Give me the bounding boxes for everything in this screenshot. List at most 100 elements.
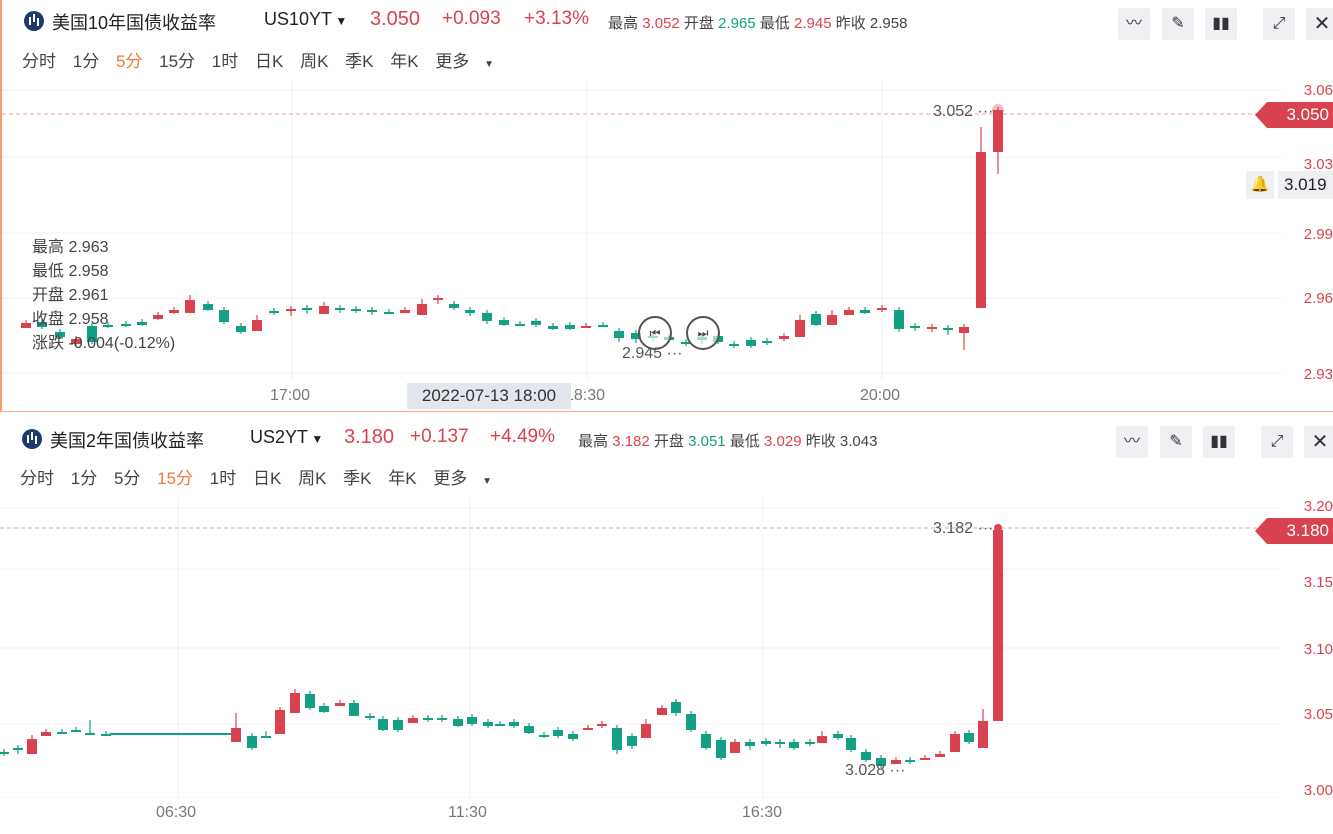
candle-body bbox=[716, 740, 726, 758]
candle-body bbox=[891, 760, 901, 764]
candle-body bbox=[319, 306, 329, 314]
candle-body bbox=[745, 742, 755, 746]
x-label: 20:00 bbox=[860, 387, 901, 404]
tab-1min[interactable]: 1分 bbox=[70, 469, 98, 488]
tab-weekly[interactable]: 周K bbox=[298, 469, 327, 488]
panel-header: 美国2年国债收益率 US2YT ▼ 3.180 +0.137 +4.49% 最高… bbox=[0, 418, 1333, 458]
candle-body bbox=[827, 315, 837, 325]
tab-1min[interactable]: 1分 bbox=[72, 52, 100, 71]
tab-more[interactable]: 更多 ▼ bbox=[435, 52, 494, 71]
chart-panel-us2y: 美国2年国债收益率 US2YT ▼ 3.180 +0.137 +4.49% 最高… bbox=[0, 418, 1333, 834]
candle-body bbox=[423, 718, 433, 720]
candle-body bbox=[553, 730, 563, 736]
candle-body bbox=[408, 718, 418, 723]
tab-weekly[interactable]: 周K bbox=[300, 52, 329, 71]
candle-body bbox=[37, 322, 47, 327]
candle-body bbox=[614, 331, 624, 338]
candle-body bbox=[400, 310, 410, 313]
candle-body bbox=[811, 314, 821, 325]
candle-body bbox=[275, 710, 285, 734]
candle-body bbox=[746, 340, 756, 346]
tab-more[interactable]: 更多 ▼ bbox=[433, 469, 492, 488]
tab-yearly[interactable]: 年K bbox=[390, 52, 419, 71]
candle-body bbox=[905, 760, 915, 762]
candlestick-chart-us2y[interactable] bbox=[0, 498, 1333, 798]
tab-daily[interactable]: 日K bbox=[253, 469, 282, 488]
price-change-pct: +4.49% bbox=[490, 426, 555, 447]
tab-5min[interactable]: 5分 bbox=[115, 52, 143, 71]
draw-icon[interactable]: ✎ bbox=[1160, 426, 1192, 458]
tab-15min[interactable]: 15分 bbox=[159, 52, 196, 71]
candle-body bbox=[21, 323, 31, 328]
candle-body bbox=[0, 752, 9, 754]
candle-body bbox=[433, 298, 443, 300]
tab-15min[interactable]: 15分 bbox=[157, 469, 194, 488]
candle-body bbox=[877, 308, 887, 310]
alert-value[interactable]: 3.019 bbox=[1278, 171, 1333, 199]
candle-body bbox=[231, 728, 241, 742]
tab-1h[interactable]: 1时 bbox=[211, 52, 239, 71]
stats-bar: 最高 3.052 开盘 2.965 最低 2.945 昨收 2.958 bbox=[608, 15, 908, 32]
candle-body bbox=[789, 742, 799, 748]
close-icon[interactable]: ✕ bbox=[1306, 8, 1333, 40]
last-price-badge: 3.180 bbox=[1255, 518, 1333, 544]
candle-body bbox=[465, 310, 475, 313]
candle-body bbox=[927, 327, 937, 329]
candlestick-chart-us10y[interactable] bbox=[2, 80, 1333, 380]
y-label: 2.93 bbox=[1303, 366, 1333, 383]
last-price: 3.180 bbox=[344, 426, 395, 448]
tab-fenshi[interactable]: 分时 bbox=[20, 469, 54, 488]
candle-body bbox=[101, 734, 111, 736]
candle-body bbox=[861, 752, 871, 760]
candle-body bbox=[993, 110, 1003, 152]
candle-body bbox=[671, 702, 681, 713]
candle-type-icon[interactable]: ▮▮ bbox=[1203, 426, 1235, 458]
candle-body bbox=[302, 308, 312, 310]
candle-body bbox=[729, 344, 739, 346]
fullscreen-icon[interactable]: ⤢ bbox=[1261, 426, 1293, 458]
tab-quarterly[interactable]: 季K bbox=[343, 469, 372, 488]
candle-body bbox=[627, 736, 637, 746]
high-annotation: 3.052 bbox=[933, 103, 974, 120]
candle-body bbox=[335, 308, 345, 310]
logo-icon bbox=[22, 429, 42, 449]
x-label: 06:30 bbox=[156, 804, 197, 821]
indicator-icon[interactable]: 〰 bbox=[1116, 426, 1148, 458]
candle-body bbox=[779, 336, 789, 339]
price-change: +0.093 bbox=[442, 8, 501, 29]
candle-body bbox=[641, 724, 651, 738]
candle-type-icon[interactable]: ▮▮ bbox=[1205, 8, 1237, 40]
low-annotation: 3.028 bbox=[845, 762, 886, 779]
close-icon[interactable]: ✕ bbox=[1304, 426, 1333, 458]
code-dropdown[interactable]: US10YT ▼ bbox=[264, 9, 348, 29]
candle-body bbox=[185, 300, 195, 313]
tab-quarterly[interactable]: 季K bbox=[345, 52, 374, 71]
candle-body bbox=[499, 320, 509, 325]
indicator-icon[interactable]: 〰 bbox=[1118, 8, 1150, 40]
fullscreen-icon[interactable]: ⤢ bbox=[1263, 8, 1295, 40]
bell-icon[interactable]: 🔔 bbox=[1246, 171, 1274, 199]
tab-yearly[interactable]: 年K bbox=[388, 469, 417, 488]
candle-body bbox=[290, 693, 300, 713]
tab-1h[interactable]: 1时 bbox=[209, 469, 237, 488]
code-dropdown[interactable]: US2YT ▼ bbox=[250, 427, 324, 447]
tab-5min[interactable]: 5分 bbox=[113, 469, 141, 488]
tab-daily[interactable]: 日K bbox=[255, 52, 284, 71]
candle-body bbox=[762, 341, 772, 343]
y-label: 3.10 bbox=[1303, 641, 1333, 658]
candle-body bbox=[524, 726, 534, 733]
chart-panel-us10y: 美国10年国债收益率 US10YT ▼ 3.050 +0.093 +3.13% … bbox=[0, 0, 1333, 412]
tab-fenshi[interactable]: 分时 bbox=[22, 52, 56, 71]
candle-body bbox=[13, 748, 23, 750]
next-icon[interactable]: ⏭ bbox=[686, 316, 720, 350]
timeframe-tabs: 分时 1分 5分 15分 1时 日K 周K 季K 年K 更多 ▼ bbox=[20, 464, 516, 489]
crosshair-time: 2022-07-13 18:00 bbox=[407, 383, 571, 409]
candle-body bbox=[631, 333, 641, 339]
candle-body bbox=[252, 320, 262, 331]
candle-body bbox=[964, 733, 974, 742]
prev-icon[interactable]: ⏮ bbox=[638, 316, 672, 350]
candle-body bbox=[583, 728, 593, 730]
candle-body bbox=[976, 152, 986, 308]
candle-body bbox=[203, 304, 213, 310]
draw-icon[interactable]: ✎ bbox=[1162, 8, 1194, 40]
